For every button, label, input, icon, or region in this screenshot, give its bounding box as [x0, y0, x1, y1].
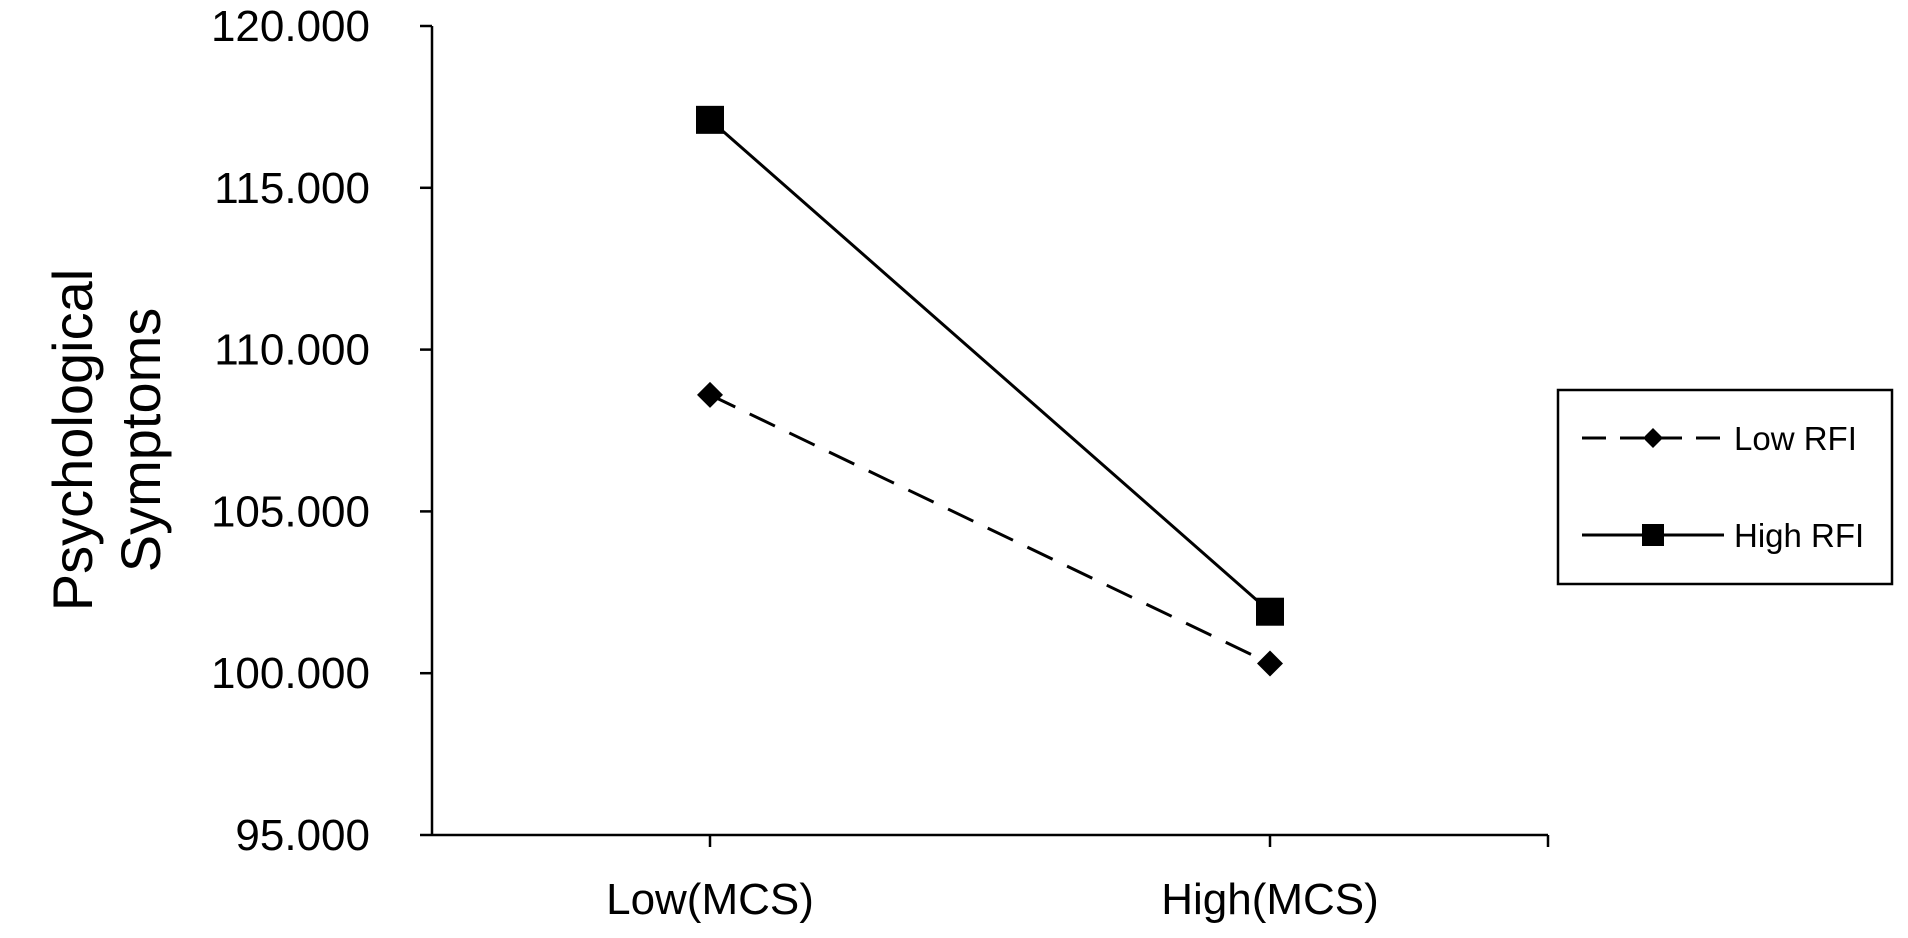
data-point-low-rfi [697, 381, 723, 408]
data-point-high-rfi [1256, 597, 1284, 626]
x-tick-label: Low(MCS) [606, 875, 814, 924]
x-tick-label: High(MCS) [1161, 875, 1379, 924]
y-axis: 95.000 100.000 105.000 110.000 115.000 120.00… [211, 2, 434, 860]
y-axis-title-line-1: Psychological [41, 269, 104, 611]
legend-label: High RFI [1734, 517, 1864, 554]
series-layer [696, 105, 1284, 677]
y-axis-title-group: Psychological Symptoms [41, 269, 172, 611]
y-axis-title: Psychological Symptoms [41, 269, 172, 611]
y-tick-label: 95.000 [235, 811, 370, 860]
series-line-low-rfi [709, 393, 1271, 665]
y-tick-label: 110.000 [214, 326, 370, 375]
legend-box [1556, 388, 1894, 586]
y-tick-label: 120.000 [211, 2, 370, 51]
y-tick-label: 100.000 [211, 649, 370, 698]
legend-entry-high-rfi: High RFI [1582, 517, 1864, 554]
legend-swatch-marker [1642, 524, 1664, 546]
series-high-rfi [696, 105, 1284, 626]
legend-entry-low-rfi: Low RFI [1582, 420, 1857, 457]
data-point-high-rfi [696, 105, 724, 134]
legend-swatch-marker [1643, 428, 1663, 448]
series-low-rfi [697, 381, 1283, 677]
series-line-high-rfi [709, 118, 1271, 613]
x-axis: Low(MCS) High(MCS) [432, 833, 1550, 924]
legend-label: Low RFI [1734, 420, 1857, 457]
legend: Low RFI High RFI [1556, 388, 1894, 586]
y-axis-title-line-2: Symptoms [109, 308, 172, 573]
y-tick-label: 105.000 [211, 487, 370, 536]
y-tick-label: 115.000 [214, 164, 370, 213]
data-point-low-rfi [1257, 650, 1283, 677]
